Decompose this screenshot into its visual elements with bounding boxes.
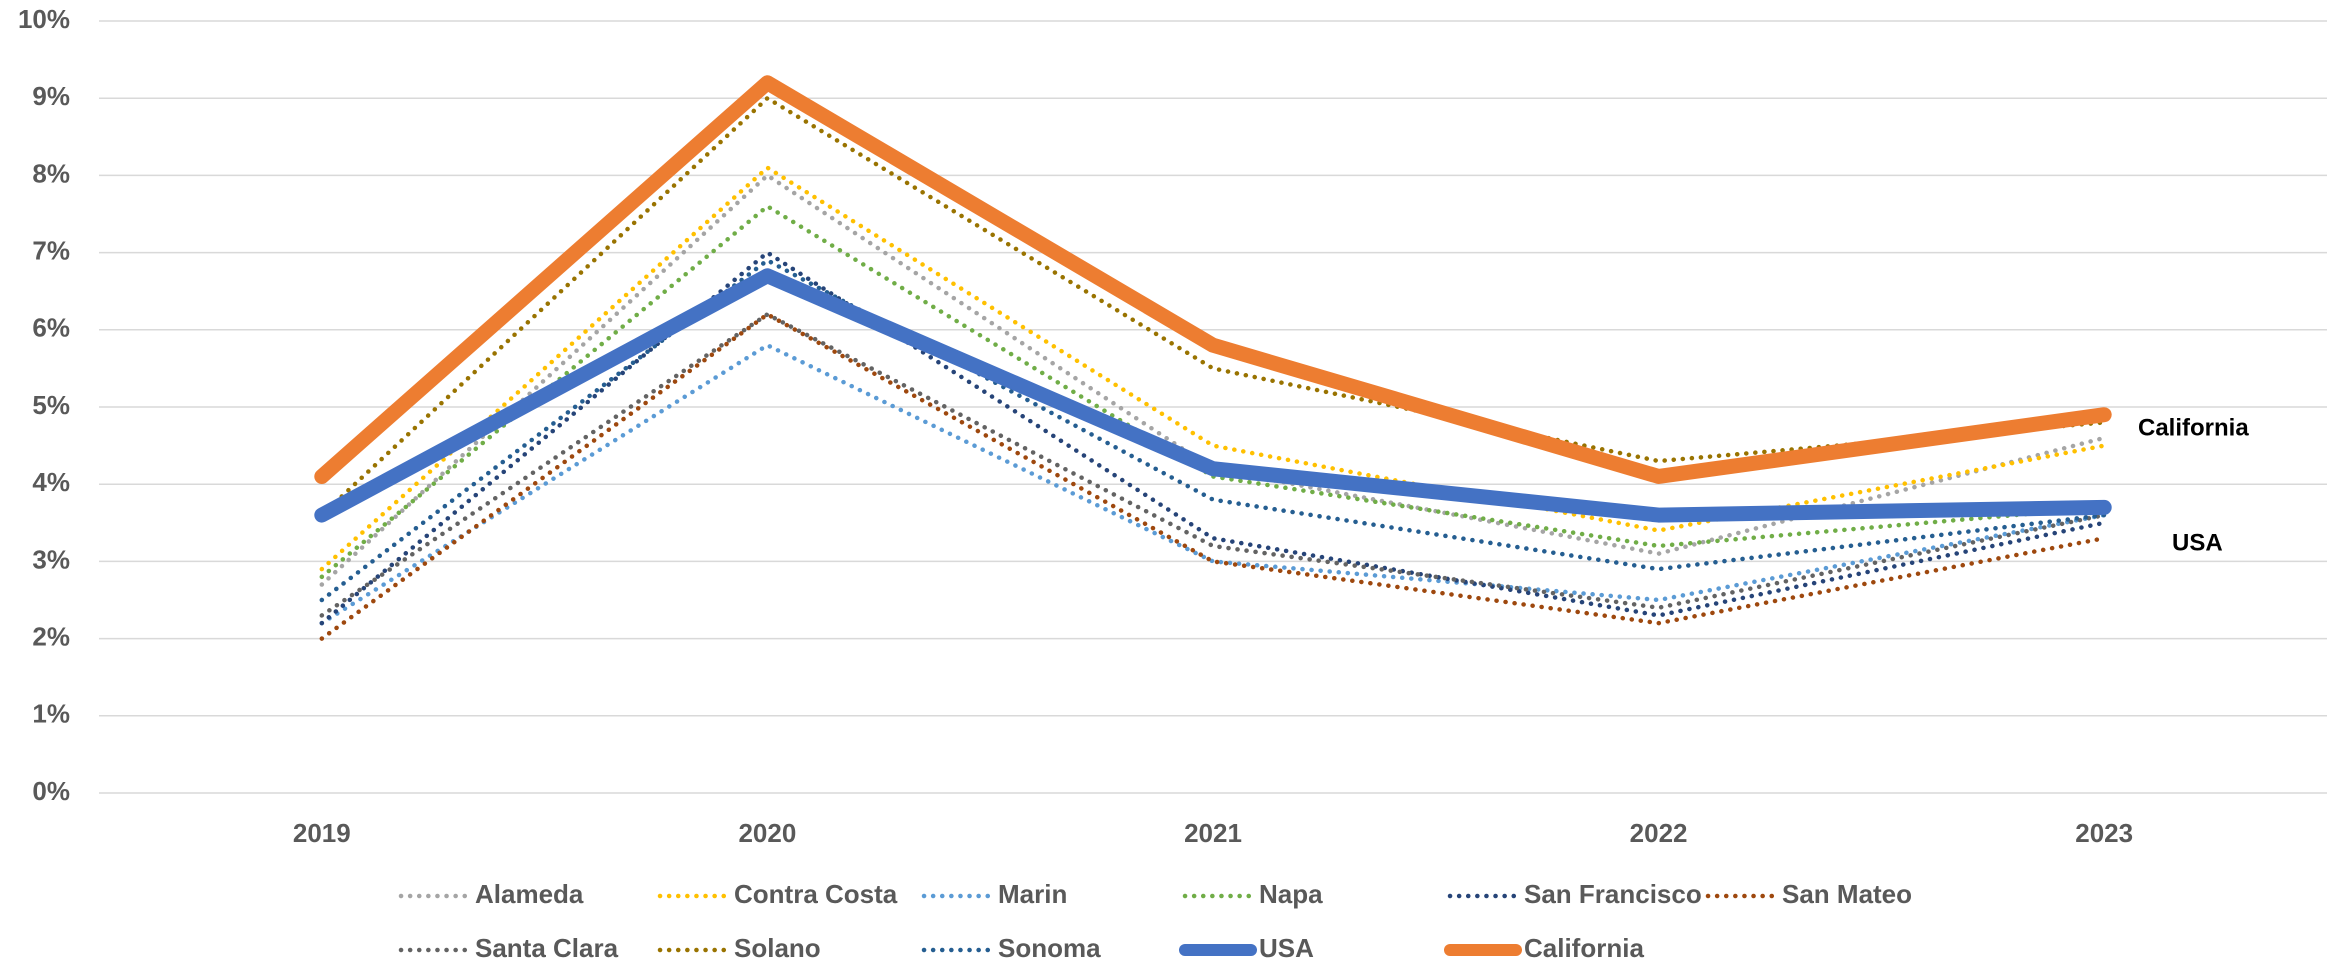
legend-label: San Francisco [1524, 879, 1702, 909]
annotation: USA [2172, 529, 2223, 556]
y-tick-label: 4% [32, 467, 70, 497]
legend-label: Alameda [475, 879, 584, 909]
legend-label: USA [1259, 933, 1314, 963]
series-line [319, 258, 2107, 603]
legend-label: California [1524, 933, 1644, 963]
x-tick-label: 2023 [2075, 818, 2133, 848]
y-tick-label: 9% [32, 81, 70, 111]
legend-label: San Mateo [1782, 879, 1912, 909]
x-tick-label: 2019 [293, 818, 351, 848]
y-tick-label: 0% [32, 776, 70, 806]
x-tick-label: 2022 [1630, 818, 1688, 848]
legend-label: Napa [1259, 879, 1323, 909]
series-line [319, 342, 2107, 626]
series-line [319, 250, 2107, 626]
series-line [319, 165, 2107, 572]
y-tick-label: 2% [32, 621, 70, 651]
series-line [314, 268, 2112, 523]
series-line [319, 204, 2107, 580]
legend-label: Sonoma [998, 933, 1101, 963]
y-tick-label: 1% [32, 699, 70, 729]
series-line [314, 75, 2112, 484]
legend-label: Contra Costa [734, 879, 898, 909]
y-tick-label: 6% [32, 313, 70, 343]
x-tick-label: 2020 [738, 818, 796, 848]
legend-label: Marin [998, 879, 1067, 909]
legend-label: Santa Clara [475, 933, 619, 963]
y-tick-label: 5% [32, 390, 70, 420]
y-tick-label: 10% [18, 4, 70, 34]
x-tick-label: 2021 [1184, 818, 1242, 848]
legend-label: Solano [734, 933, 821, 963]
y-tick-label: 3% [32, 544, 70, 574]
annotation: California [2138, 414, 2249, 441]
y-tick-label: 7% [32, 235, 70, 265]
y-tick-label: 8% [32, 158, 70, 188]
